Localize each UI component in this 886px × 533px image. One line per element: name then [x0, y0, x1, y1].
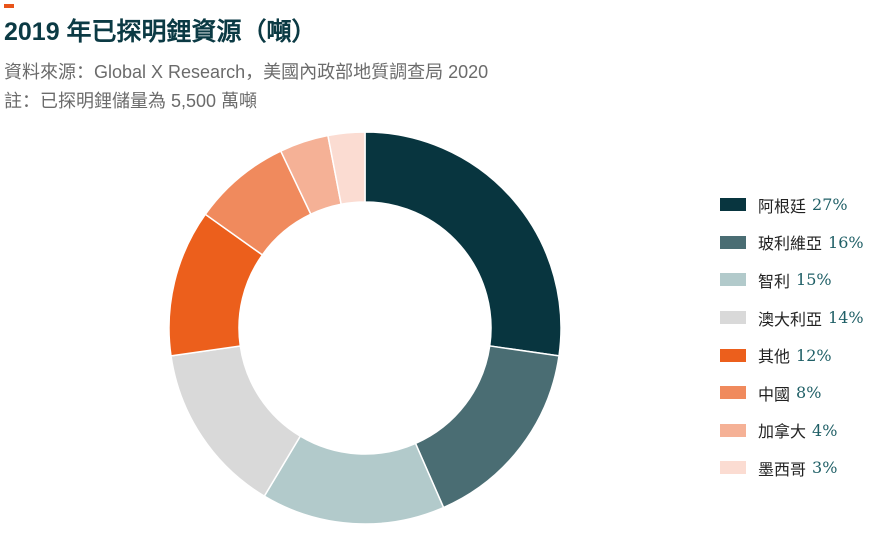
legend-swatch — [720, 423, 746, 437]
legend-swatch — [720, 235, 746, 249]
legend-label: 智利 — [758, 271, 791, 291]
legend-swatch — [720, 348, 746, 362]
legend-label: 其他 — [758, 347, 791, 367]
legend-value: 8% — [796, 383, 822, 403]
legend-swatch — [720, 273, 746, 287]
legend-label: 阿根廷 — [758, 196, 807, 216]
legend-item: 墨西哥 3% — [720, 449, 864, 487]
legend-item: 其他 12% — [720, 336, 864, 374]
legend-item: 玻利維亞 16% — [720, 224, 864, 262]
legend-label: 玻利維亞 — [758, 234, 823, 254]
legend-value: 12% — [796, 345, 832, 365]
legend-label: 中國 — [758, 384, 791, 404]
slice-8 — [327, 131, 366, 206]
reserve-note: 註：已探明鋰儲量為 5,500 萬噸 — [4, 91, 258, 111]
legend-value: 3% — [812, 458, 838, 478]
legend-item: 加拿大 4% — [720, 412, 864, 450]
accent-bar — [4, 4, 14, 8]
legend-value: 16% — [828, 232, 864, 252]
legend-item: 阿根廷 27% — [720, 186, 864, 224]
source-note: 資料來源：Global X Research，美國內政部地質調查局 2020 — [4, 62, 489, 82]
legend-item: 智利 15% — [720, 261, 864, 299]
legend-label: 加拿大 — [758, 422, 807, 442]
legend-swatch — [720, 198, 746, 212]
legend-swatch — [720, 461, 746, 475]
legend-swatch — [720, 386, 746, 400]
legend-label: 墨西哥 — [758, 459, 807, 479]
legend-item: 澳大利亞 14% — [720, 299, 864, 337]
legend: 阿根廷 27% 玻利維亞 16% 智利 15% 澳大利亞 14% 其他 12% 中國 8% 加拿大 4% 墨… — [720, 186, 864, 487]
legend-value: 4% — [812, 420, 838, 440]
legend-label: 澳大利亞 — [758, 309, 823, 329]
legend-value: 27% — [812, 195, 848, 215]
legend-value: 15% — [796, 270, 832, 290]
slice-1 — [364, 131, 562, 357]
legend-value: 14% — [828, 308, 864, 328]
legend-swatch — [720, 311, 746, 325]
chart-title: 2019 年已探明鋰資源（噸） — [4, 18, 317, 46]
slice-2 — [414, 345, 560, 509]
legend-item: 中國 8% — [720, 374, 864, 412]
